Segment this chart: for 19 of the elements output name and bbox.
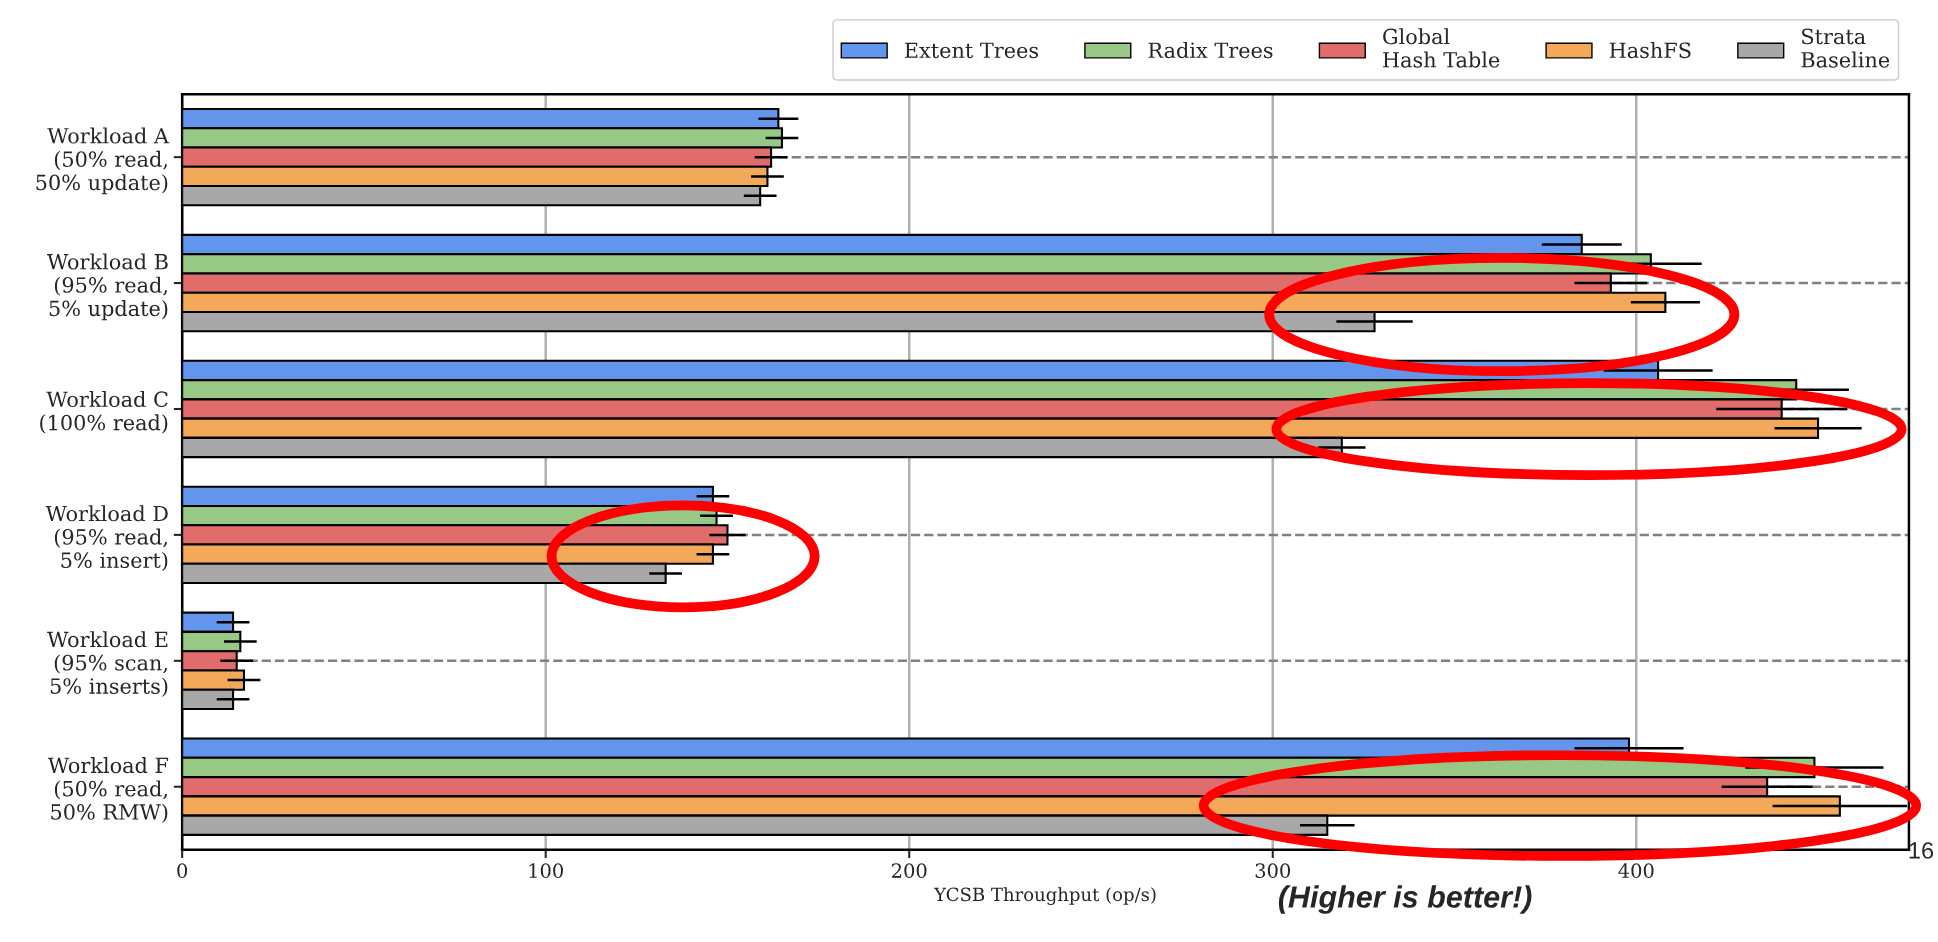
x-tick-label: 0: [177, 863, 188, 878]
y-tick-label: Workload E (95% scan, 5% inserts): [47, 631, 168, 697]
legend-label: Extent Trees: [904, 42, 1039, 59]
y-tick-label: Workload B (95% read, 5% update): [47, 253, 168, 321]
y-tick-label: Workload A (50% read, 50% update): [36, 127, 170, 195]
y-tick-label: Workload F (50% read, 50% RMW): [47, 757, 169, 823]
legend-label: Global Hash Table: [1383, 28, 1500, 68]
x-tick-label: 100: [529, 863, 563, 878]
x-tick-label: 300: [1255, 863, 1291, 878]
x-axis-title: YCSB Throughput (op/s): [933, 887, 1156, 905]
y-tick-label: Workload D (95% read, 5% insert): [45, 505, 168, 571]
x-tick-label: 200: [891, 863, 927, 878]
text: (Higher is better!): [1278, 885, 1532, 914]
x-tick-label: 400: [1618, 863, 1654, 878]
y-tick-label: Workload C (100% read): [40, 390, 168, 434]
legend-label: Radix Trees: [1148, 42, 1273, 59]
text: 16: [1909, 842, 1934, 859]
legend-label: Strata Baseline: [1801, 28, 1890, 68]
legend-label: HashFS: [1609, 42, 1691, 59]
